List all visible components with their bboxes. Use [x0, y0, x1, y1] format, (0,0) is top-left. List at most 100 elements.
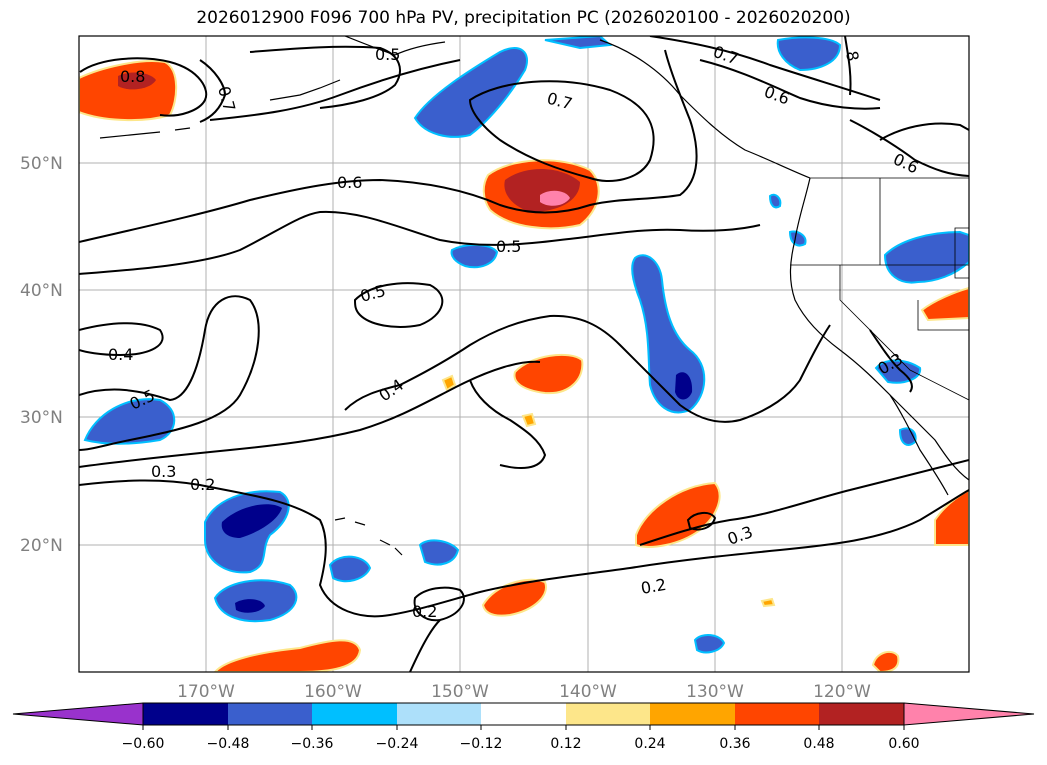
latitude-labels: 20°N 30°N 40°N 50°N — [20, 154, 63, 556]
contour-label: 0.2 — [190, 475, 215, 494]
contour-06-mid — [79, 49, 698, 243]
colorbar-tick-label: 0.48 — [803, 736, 834, 752]
colorbar-extend-high — [903, 702, 1035, 726]
precip-negative-shading — [83, 36, 969, 654]
coast-alaska — [99, 36, 446, 139]
colorbar-segment — [397, 703, 481, 725]
contour-label: 0.4 — [108, 345, 133, 364]
contour-label: 8 — [842, 49, 862, 62]
colorbar-tick-label: −0.48 — [207, 736, 250, 752]
map-frame — [78, 35, 970, 673]
contour-07-ne — [649, 36, 881, 101]
precip-blob-small-blue-1 — [328, 555, 372, 583]
precip-blob-east-blue — [883, 230, 969, 284]
precip-blob-coast-blue-3 — [788, 230, 807, 247]
lon-label-150w: 150°W — [431, 682, 489, 702]
contour-08 — [79, 57, 208, 117]
lon-label-140w: 140°W — [559, 682, 617, 702]
colorbar: −0.60 −0.48 −0.36 −0.24 −0.12 0.12 0.24 … — [12, 702, 1035, 752]
coast-baja — [889, 394, 949, 496]
colorbar-tick-label: −0.12 — [460, 736, 503, 752]
precip-blob-se — [635, 481, 721, 548]
coastlines — [99, 36, 969, 556]
coast-alaska-panhandle — [599, 39, 811, 179]
colorbar-segment — [143, 703, 228, 725]
contour-05-mid — [79, 210, 761, 275]
precip-blob-sw — [213, 639, 362, 672]
colorbar-tick-label: 0.36 — [719, 736, 750, 752]
precip-blob-coast-blue — [874, 359, 922, 384]
precip-blob-small-blue-3 — [693, 634, 726, 654]
map-background — [79, 36, 969, 672]
precip-blob-n-blue — [413, 47, 528, 138]
colorbar-tick-label: 0.12 — [550, 736, 581, 752]
contour-northern-arc — [209, 59, 461, 121]
colorbar-segment — [819, 703, 904, 725]
lon-label-160w: 160°W — [304, 682, 362, 702]
coast-hawaii — [334, 517, 403, 556]
contour-label: 0.5 — [375, 45, 400, 64]
colorbar-ticks — [142, 725, 905, 730]
contour-04-c — [344, 314, 831, 423]
precip-blob-small-1 — [441, 374, 457, 392]
precip-blob-strip-blue — [631, 254, 706, 414]
contour-06-e — [849, 119, 969, 177]
contour-04-w — [79, 322, 164, 357]
contour-03-ring — [686, 512, 717, 531]
colorbar-frame — [142, 702, 905, 726]
precip-blob-s-core — [235, 599, 265, 613]
precip-blob-bottom-e — [871, 650, 900, 672]
colorbar-tick-label: −0.60 — [122, 736, 165, 752]
precip-blob-tiny — [760, 597, 776, 608]
lat-label-40n: 40°N — [20, 281, 63, 301]
colorbar-tick-label: 0.24 — [634, 736, 665, 752]
contour-05-sw — [79, 295, 260, 451]
contour-label: 0.2 — [639, 575, 667, 598]
contour-02-bottom — [409, 619, 441, 672]
contour-05-c — [353, 282, 444, 328]
contour-02-w — [79, 479, 969, 618]
contour-03-w — [79, 360, 541, 468]
contour-07-a — [468, 80, 655, 182]
colorbar-tick-label: −0.24 — [376, 736, 419, 752]
pv-contours — [79, 36, 969, 672]
colorbar-segment — [228, 703, 312, 725]
colorbar-extend-low — [12, 702, 144, 726]
lon-label-130w: 130°W — [686, 682, 744, 702]
contour-far-e — [879, 122, 969, 141]
lat-label-30n: 30°N — [20, 408, 63, 428]
lat-label-20n: 20°N — [20, 536, 63, 556]
contour-03-coast — [869, 329, 913, 393]
colorbar-segment — [566, 703, 650, 725]
colorbar-segment — [481, 703, 566, 725]
contour-06-ne — [699, 59, 881, 110]
precip-blob-ne-blue — [776, 36, 842, 72]
contour-label: 0.2 — [412, 602, 437, 621]
contour-label: 0.6 — [337, 173, 362, 192]
colorbar-segment — [312, 703, 397, 725]
contour-05-n — [249, 45, 401, 109]
contour-02-s — [413, 586, 465, 622]
colorbar-segment — [735, 703, 819, 725]
precip-blob-strip-core — [675, 372, 693, 400]
contour-03-lower — [469, 379, 547, 469]
lat-label-50n: 50°N — [20, 154, 63, 174]
precip-blob-sw-core — [221, 504, 282, 538]
precip-blob-coast-blue-4 — [768, 193, 782, 209]
colorbar-tick-label: −0.36 — [291, 736, 334, 752]
precip-blob-small-blue-2 — [418, 539, 460, 566]
contour-08-ne — [844, 36, 852, 96]
colorbar-segment — [650, 703, 735, 725]
precip-blob-center-peak — [540, 190, 570, 206]
precip-blob-east — [920, 286, 969, 322]
colorbar-tick-label: 0.60 — [888, 736, 919, 752]
longitude-labels: 170°W 160°W 150°W 140°W 130°W 120°W — [177, 682, 871, 702]
coast-bc-wa-or-ca — [789, 177, 969, 481]
map-title: 2026012900 F096 700 hPa PV, precipitatio… — [196, 8, 851, 28]
precip-blob-w-blue — [83, 398, 176, 445]
lon-label-120w: 120°W — [813, 682, 871, 702]
contour-07-w — [199, 59, 227, 123]
precip-blob-top-blue — [544, 36, 613, 50]
precip-blob-mid — [513, 353, 584, 395]
